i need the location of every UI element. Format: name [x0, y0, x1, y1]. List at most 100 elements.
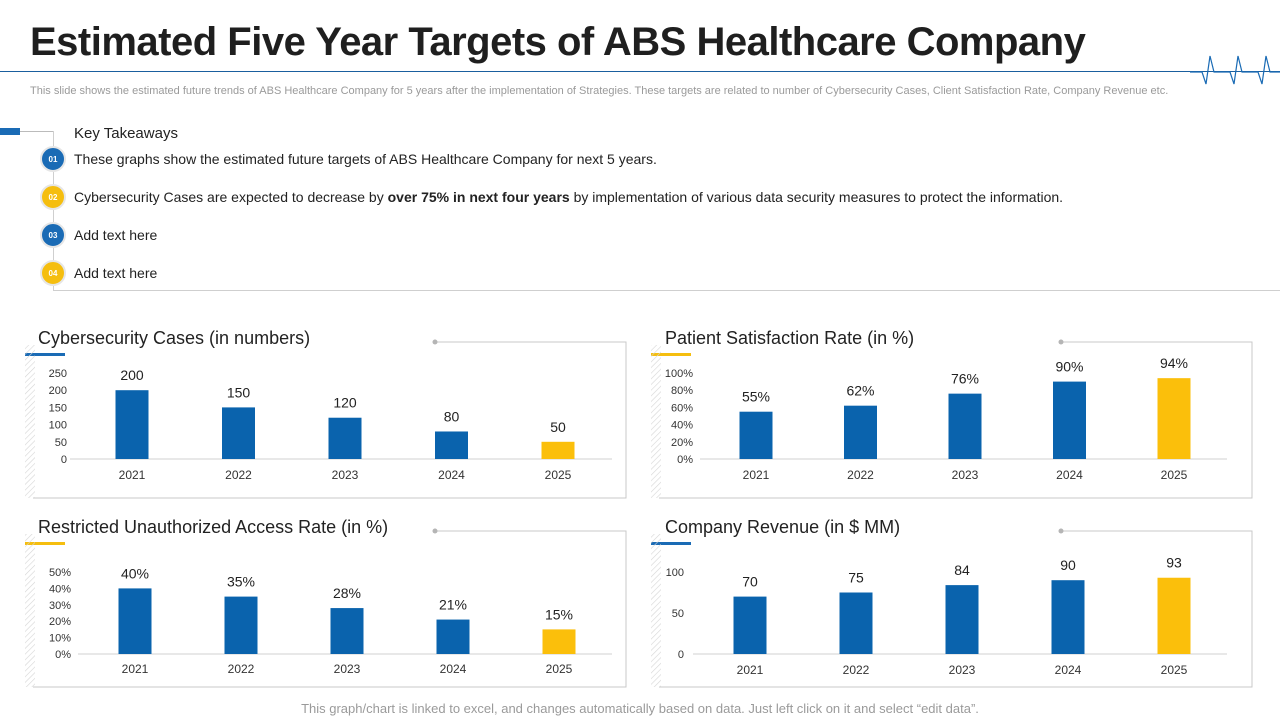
x-tick-label: 2023 [949, 663, 976, 677]
y-tick-label: 60% [671, 402, 693, 414]
x-tick-label: 2023 [952, 468, 979, 482]
bar [739, 411, 773, 459]
bar [330, 608, 364, 654]
x-tick-label: 2025 [546, 662, 573, 676]
bar [1157, 378, 1191, 459]
x-tick-label: 2021 [119, 468, 146, 482]
frame-dot [432, 339, 438, 345]
bar [224, 596, 258, 654]
y-tick-label: 100 [49, 420, 67, 432]
takeaways-bottom-line [53, 290, 1280, 291]
takeaway-text: Add text here [74, 265, 158, 281]
chart-title-underline [651, 542, 691, 545]
chart-frame [33, 341, 627, 499]
chart-hatch [25, 534, 35, 687]
data-label: 90 [1060, 557, 1076, 573]
chart-hatch [651, 534, 661, 687]
bar [1051, 580, 1085, 654]
takeaways-vertical-line [53, 131, 54, 291]
chart-title-underline [651, 353, 691, 356]
x-tick-label: 2025 [1161, 663, 1188, 677]
x-tick-label: 2022 [225, 468, 252, 482]
takeaway-text: Cybersecurity Cases are expected to decr… [74, 189, 1063, 205]
chart-frame [659, 341, 1253, 499]
y-tick-label: 50% [49, 567, 71, 579]
chart-title-satisfaction: Patient Satisfaction Rate (in %) [665, 328, 915, 348]
takeaway-number-badge: 04 [40, 260, 66, 286]
bar [542, 629, 576, 654]
x-tick-label: 2025 [1161, 468, 1188, 482]
data-label: 21% [439, 597, 467, 613]
data-label: 150 [227, 384, 251, 400]
chart-title-revenue: Company Revenue (in $ MM) [665, 517, 901, 537]
data-label: 75 [848, 570, 864, 586]
y-tick-label: 200 [49, 385, 67, 397]
x-tick-label: 2023 [332, 468, 359, 482]
takeaway-item: 03 Add text here [40, 221, 157, 249]
chart-title-underline [25, 353, 65, 356]
bar [118, 588, 152, 654]
y-tick-label: 100 [666, 567, 684, 579]
takeaway-text-pre: Cybersecurity Cases are expected to decr… [74, 189, 388, 205]
frame-dot [1058, 528, 1064, 534]
takeaway-number-badge: 03 [40, 222, 66, 248]
data-label: 35% [227, 574, 255, 590]
takeaway-text: Add text here [74, 227, 158, 243]
y-tick-label: 40% [49, 583, 71, 595]
takeaway-text-bold: over 75% in next four years [387, 189, 570, 205]
y-tick-label: 150 [49, 402, 67, 414]
heartbeat-icon [1190, 55, 1280, 85]
bar [844, 405, 877, 459]
takeaway-text-post: by implementation of various data securi… [569, 189, 1064, 205]
title-divider [0, 71, 1280, 72]
chart-title-underline [25, 542, 65, 545]
takeaway-item: 02 Cybersecurity Cases are expected to d… [40, 183, 1063, 211]
x-tick-label: 2024 [440, 662, 467, 676]
x-tick-label: 2024 [438, 468, 465, 482]
data-label: 62% [846, 383, 874, 399]
data-label: 50 [550, 419, 566, 435]
frame-dot [432, 528, 438, 534]
y-tick-label: 0 [61, 454, 67, 466]
data-label: 200 [120, 367, 144, 383]
y-tick-label: 50 [55, 437, 67, 449]
x-tick-label: 2023 [334, 662, 361, 676]
y-tick-label: 20% [49, 616, 71, 628]
accent-bar [0, 128, 20, 135]
data-label: 15% [545, 606, 573, 622]
bar [435, 431, 468, 459]
y-tick-label: 50 [672, 608, 684, 620]
y-tick-label: 20% [671, 437, 693, 449]
bar [733, 596, 767, 654]
bar [436, 619, 470, 654]
bar [839, 592, 873, 654]
bar [541, 441, 575, 459]
y-tick-label: 80% [671, 385, 693, 397]
data-label: 94% [1160, 355, 1188, 371]
footer-note: This graph/chart is linked to excel, and… [301, 701, 979, 716]
bar [945, 585, 979, 654]
data-label: 120 [333, 395, 357, 411]
data-label: 84 [954, 562, 970, 578]
x-tick-label: 2022 [228, 662, 255, 676]
y-tick-label: 0% [55, 649, 71, 661]
y-tick-label: 10% [49, 633, 71, 645]
bar [115, 390, 149, 459]
x-tick-label: 2021 [737, 663, 764, 677]
y-tick-label: 40% [671, 420, 693, 432]
takeaway-text: These graphs show the estimated future t… [74, 151, 657, 167]
x-tick-label: 2021 [743, 468, 770, 482]
data-label: 93 [1166, 555, 1182, 571]
bar [948, 393, 982, 459]
takeaways-title: Key Takeaways [74, 125, 178, 142]
takeaway-number-badge: 01 [40, 146, 66, 172]
x-tick-label: 2025 [545, 468, 572, 482]
data-label: 55% [742, 389, 770, 405]
bar [222, 407, 255, 459]
y-tick-label: 30% [49, 600, 71, 612]
page-title: Estimated Five Year Targets of ABS Healt… [30, 20, 1086, 64]
bar [328, 417, 362, 459]
y-tick-label: 250 [49, 368, 67, 380]
data-label: 70 [742, 574, 758, 590]
